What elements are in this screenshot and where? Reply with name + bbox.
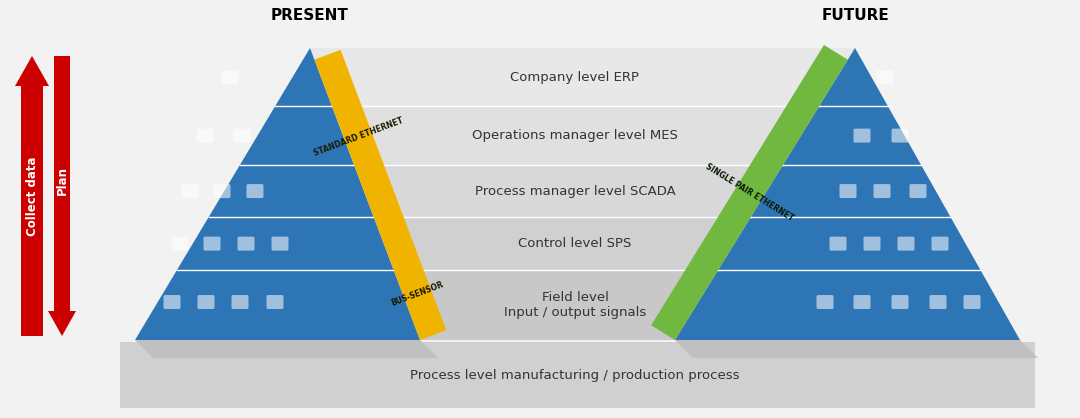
FancyBboxPatch shape bbox=[238, 237, 255, 251]
Text: SINGLE PAIR ETHERNET: SINGLE PAIR ETHERNET bbox=[704, 162, 795, 223]
Polygon shape bbox=[48, 56, 76, 336]
FancyBboxPatch shape bbox=[231, 295, 248, 309]
FancyBboxPatch shape bbox=[930, 295, 946, 309]
Polygon shape bbox=[354, 165, 783, 217]
Polygon shape bbox=[135, 340, 438, 358]
FancyBboxPatch shape bbox=[816, 295, 834, 309]
Polygon shape bbox=[135, 48, 420, 340]
Text: PRESENT: PRESENT bbox=[271, 8, 349, 23]
Text: Process level manufacturing / production process: Process level manufacturing / production… bbox=[410, 369, 740, 382]
FancyBboxPatch shape bbox=[909, 184, 927, 198]
FancyBboxPatch shape bbox=[931, 237, 948, 251]
FancyBboxPatch shape bbox=[853, 295, 870, 309]
FancyBboxPatch shape bbox=[198, 295, 215, 309]
FancyBboxPatch shape bbox=[839, 184, 856, 198]
FancyBboxPatch shape bbox=[874, 184, 891, 198]
FancyBboxPatch shape bbox=[891, 295, 908, 309]
FancyBboxPatch shape bbox=[877, 70, 893, 84]
FancyBboxPatch shape bbox=[829, 237, 847, 251]
Polygon shape bbox=[310, 48, 855, 107]
Text: Operations manager level MES: Operations manager level MES bbox=[472, 129, 678, 142]
FancyBboxPatch shape bbox=[163, 295, 180, 309]
FancyBboxPatch shape bbox=[853, 129, 870, 143]
FancyBboxPatch shape bbox=[203, 237, 220, 251]
FancyBboxPatch shape bbox=[214, 184, 230, 198]
Text: BUS-SENSOR: BUS-SENSOR bbox=[390, 280, 445, 308]
Text: Collect data: Collect data bbox=[26, 156, 39, 236]
FancyBboxPatch shape bbox=[864, 237, 880, 251]
Text: Company level ERP: Company level ERP bbox=[511, 71, 639, 84]
Text: Control level SPS: Control level SPS bbox=[518, 237, 632, 250]
Polygon shape bbox=[332, 107, 819, 165]
FancyBboxPatch shape bbox=[120, 342, 1035, 408]
FancyBboxPatch shape bbox=[172, 237, 189, 251]
Polygon shape bbox=[374, 217, 751, 270]
FancyBboxPatch shape bbox=[181, 184, 199, 198]
Text: FUTURE: FUTURE bbox=[821, 8, 889, 23]
FancyBboxPatch shape bbox=[197, 129, 214, 143]
Text: Process manager level SCADA: Process manager level SCADA bbox=[474, 185, 675, 198]
Polygon shape bbox=[675, 48, 1020, 340]
FancyBboxPatch shape bbox=[897, 237, 915, 251]
Text: Field level
Input / output signals: Field level Input / output signals bbox=[504, 291, 646, 319]
Text: Plan: Plan bbox=[55, 166, 68, 196]
Text: STANDARD ETHERNET: STANDARD ETHERNET bbox=[312, 115, 404, 158]
Polygon shape bbox=[675, 340, 1038, 358]
Polygon shape bbox=[393, 270, 718, 340]
FancyBboxPatch shape bbox=[271, 237, 288, 251]
FancyBboxPatch shape bbox=[221, 70, 239, 84]
FancyBboxPatch shape bbox=[233, 129, 251, 143]
Polygon shape bbox=[651, 45, 848, 340]
Polygon shape bbox=[15, 56, 49, 336]
Polygon shape bbox=[314, 50, 446, 340]
FancyBboxPatch shape bbox=[246, 184, 264, 198]
FancyBboxPatch shape bbox=[963, 295, 981, 309]
FancyBboxPatch shape bbox=[891, 129, 908, 143]
FancyBboxPatch shape bbox=[267, 295, 283, 309]
